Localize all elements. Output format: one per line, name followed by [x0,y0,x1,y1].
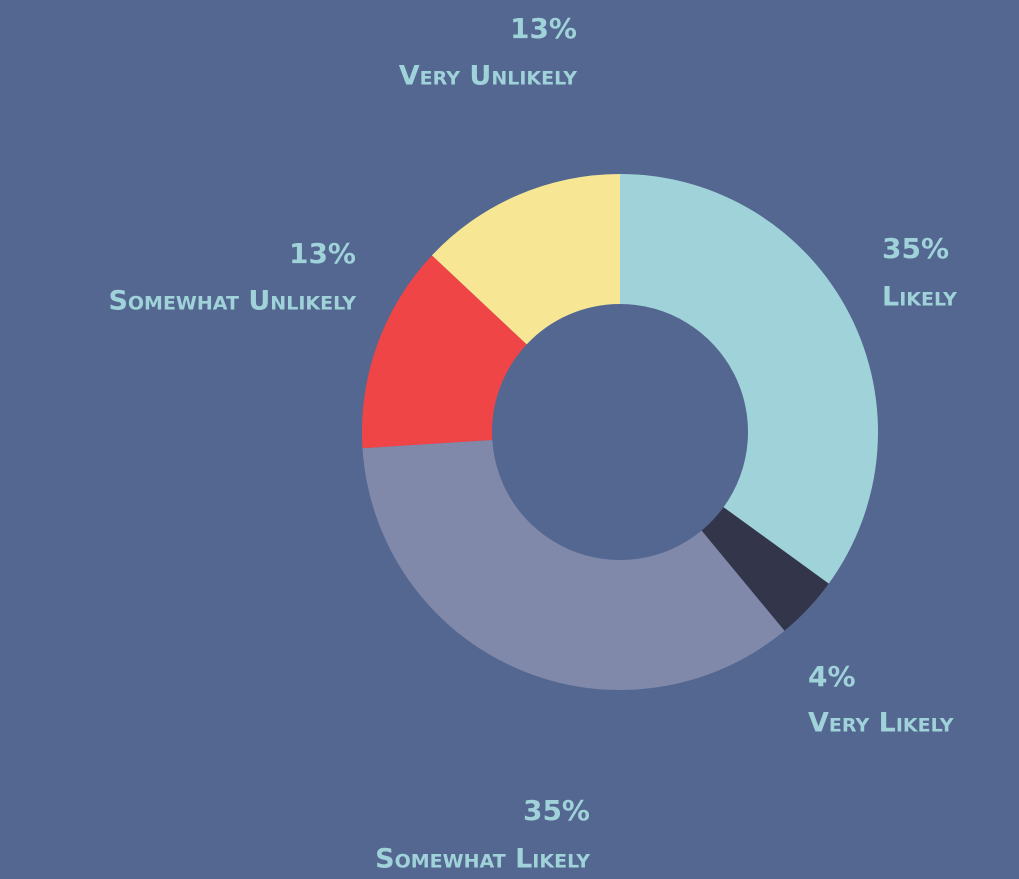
slice-category-label: Very Likely [808,708,954,739]
donut-slice [431,174,620,345]
slice-category-label: Somewhat Unlikely [108,286,356,317]
slice-value-label: 13% [510,12,577,45]
slice-value-label: 13% [289,237,356,270]
slice-value-label: 4% [808,660,856,693]
donut-slice [701,507,829,631]
slice-category-label: Likely [882,282,957,313]
slice-value-label: 35% [882,232,949,265]
donut-slice [362,440,785,690]
donut-slice [362,255,527,449]
slice-value-label: 35% [523,794,590,827]
slice-category-label: Very Unlikely [399,61,577,92]
slice-category-label: Somewhat Likely [375,844,590,875]
donut-slice [620,174,878,584]
